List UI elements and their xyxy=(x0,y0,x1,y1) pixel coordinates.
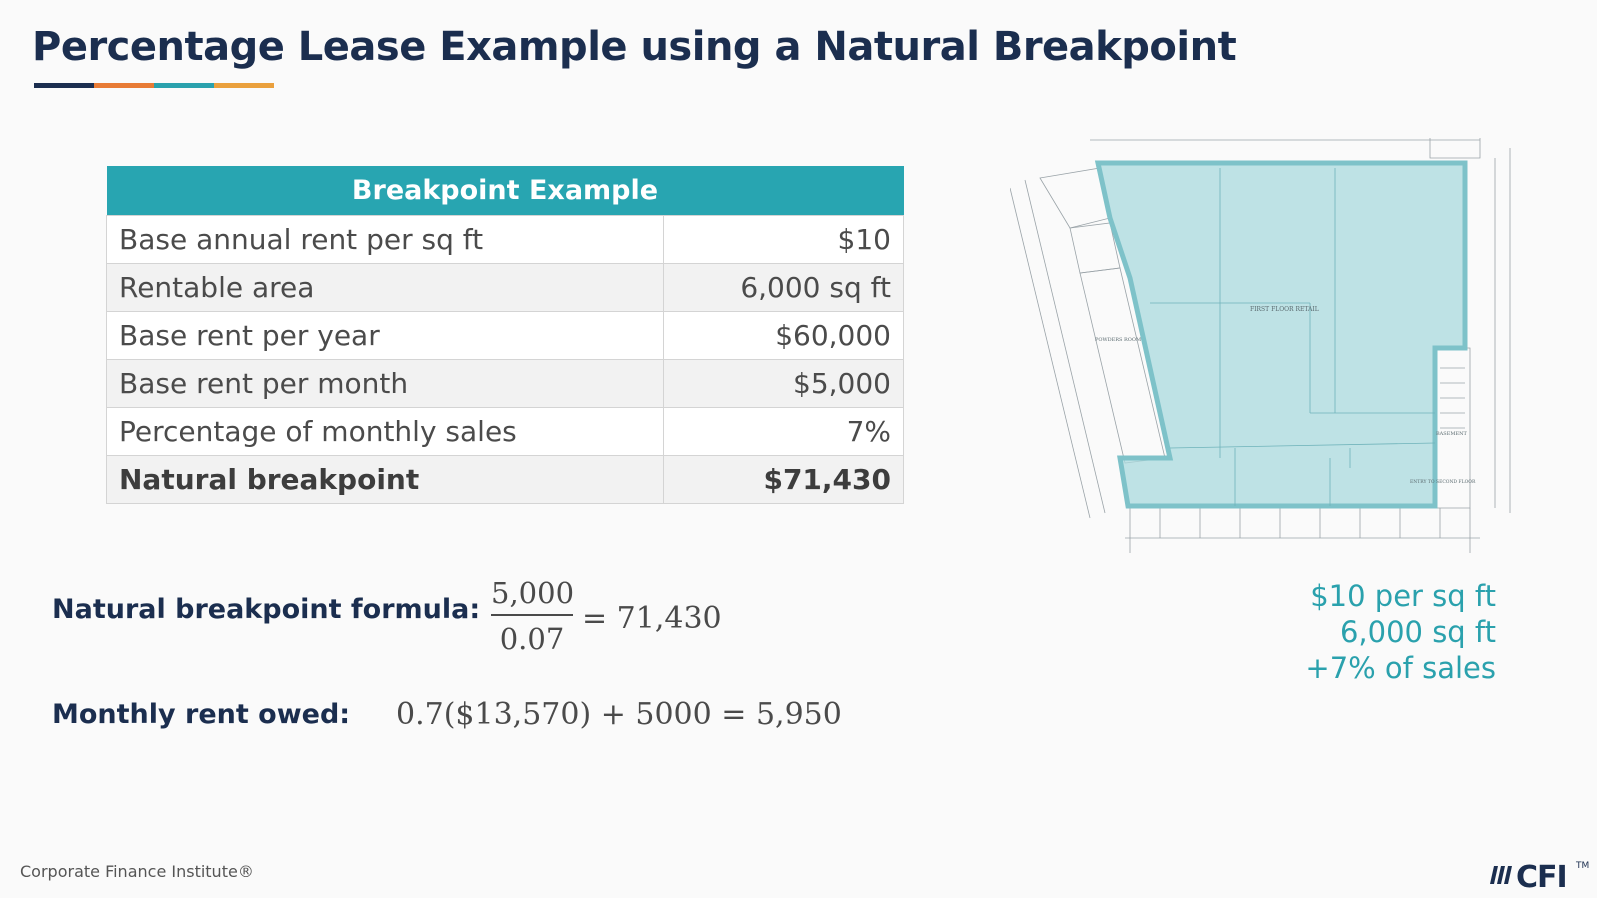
row-label: Base rent per month xyxy=(106,359,664,408)
row-label: Natural breakpoint xyxy=(106,455,664,504)
summary-line: 6,000 sq ft xyxy=(1339,615,1496,649)
row-value: 6,000 sq ft xyxy=(663,263,904,312)
table-row: Percentage of monthly sales 7% xyxy=(106,407,904,456)
logo-text: CFI xyxy=(1516,860,1568,895)
cfi-logo: CFI TM xyxy=(1490,858,1590,895)
formula-label: Natural breakpoint formula: xyxy=(52,594,481,625)
table-row: Base annual rent per sq ft $10 xyxy=(106,215,904,264)
row-value: $10 xyxy=(663,215,904,264)
title-underline-segment xyxy=(154,83,214,88)
plan-label: BASEMENT xyxy=(1436,431,1468,437)
summary-line: $10 per sq ft xyxy=(1310,579,1496,613)
lease-summary: $10 per sq ft 6,000 sq ft +7% of sales xyxy=(1305,578,1496,686)
fraction-bar xyxy=(491,614,573,616)
logo-trademark: TM xyxy=(1576,861,1590,871)
row-label: Base annual rent per sq ft xyxy=(106,215,664,264)
monthly-rent-expression: 0.7($13,570) + 5000 = 5,950 xyxy=(396,697,842,732)
row-label: Percentage of monthly sales xyxy=(106,407,664,456)
table-row-total: Natural breakpoint $71,430 xyxy=(106,455,904,504)
title-underline-segment xyxy=(94,83,154,88)
row-value: $5,000 xyxy=(663,359,904,408)
page-title: Percentage Lease Example using a Natural… xyxy=(32,24,1237,70)
plan-label: FIRST FLOOR RETAIL xyxy=(1250,306,1319,313)
table-row: Base rent per year $60,000 xyxy=(106,311,904,360)
fraction-denominator: 0.07 xyxy=(499,622,565,656)
plan-label: POWDERS ROOM xyxy=(1095,337,1141,343)
table-header: Breakpoint Example xyxy=(106,166,904,216)
formula-result: = 71,430 xyxy=(582,601,722,636)
row-label: Base rent per year xyxy=(106,311,664,360)
logo-bars-icon xyxy=(1490,866,1512,884)
table-row: Rentable area 6,000 sq ft xyxy=(106,263,904,312)
monthly-rent-label: Monthly rent owed: xyxy=(52,699,351,730)
row-value: $71,430 xyxy=(663,455,904,504)
plan-label: ENTRY TO SECOND FLOOR xyxy=(1410,479,1476,485)
row-value: $60,000 xyxy=(663,311,904,360)
summary-line: +7% of sales xyxy=(1305,651,1496,685)
title-underline-segment xyxy=(34,83,94,88)
row-value: 7% xyxy=(663,407,904,456)
row-label: Rentable area xyxy=(106,263,664,312)
title-underline-segment xyxy=(214,83,274,88)
table-row: Base rent per month $5,000 xyxy=(106,359,904,408)
formula-fraction: 5,000 0.07 xyxy=(491,576,575,656)
floor-plan-image: FIRST FLOOR RETAIL POWDERS ROOM BASEMENT… xyxy=(1010,138,1511,553)
footer-text: Corporate Finance Institute® xyxy=(20,862,254,881)
fraction-numerator: 5,000 xyxy=(491,576,575,610)
breakpoint-table: Breakpoint Example Base annual rent per … xyxy=(106,166,904,504)
